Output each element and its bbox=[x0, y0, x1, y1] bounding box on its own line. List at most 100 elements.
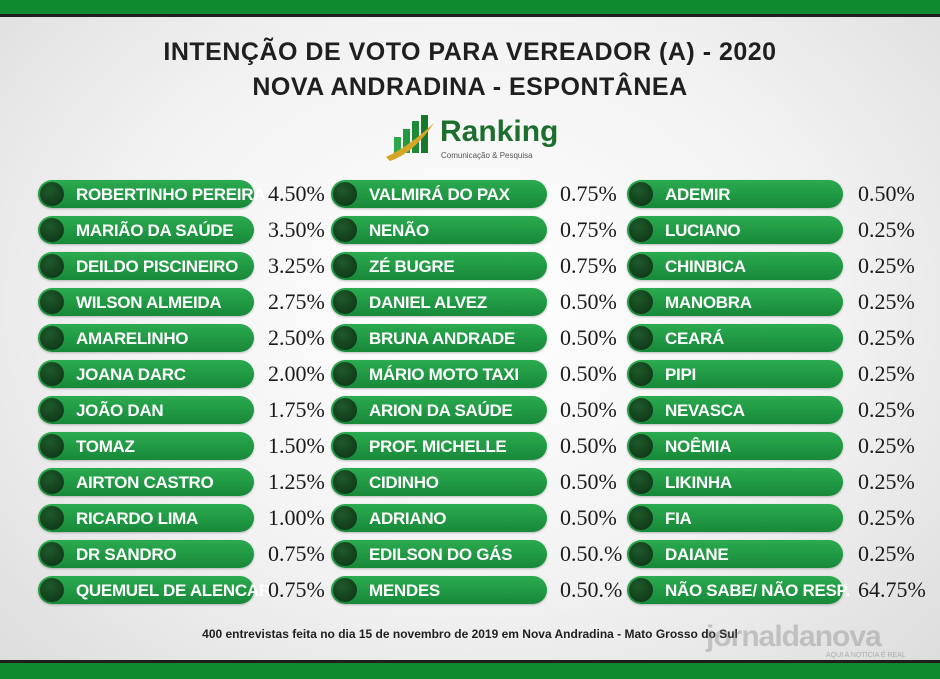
bullet-dot-icon bbox=[333, 506, 357, 530]
bullet-dot-icon bbox=[40, 542, 64, 566]
candidate-pill: PIPI bbox=[627, 360, 843, 388]
bullet-dot-icon bbox=[629, 434, 653, 458]
bullet-dot-icon bbox=[333, 434, 357, 458]
candidate-percentage: 0.25% bbox=[858, 505, 915, 530]
candidate-percentage: 3.25% bbox=[268, 253, 325, 278]
bullet-dot-icon bbox=[40, 362, 64, 386]
bullet-dot-icon bbox=[333, 362, 357, 386]
candidate-pill: MENDES bbox=[331, 576, 547, 604]
bullet-dot-icon bbox=[629, 542, 653, 566]
candidate-name: ARION DA SAÚDE bbox=[369, 401, 513, 420]
candidate-name: WILSON ALMEIDA bbox=[76, 293, 222, 312]
candidate-pill: DR SANDRO bbox=[38, 540, 254, 568]
candidate-name: ADEMIR bbox=[665, 185, 731, 204]
candidate-pill: CHINBICA bbox=[627, 252, 843, 280]
candidate-name: CHINBICA bbox=[665, 257, 746, 276]
candidate-percentage: 0.50% bbox=[560, 361, 617, 386]
candidate-name: AIRTON CASTRO bbox=[76, 473, 214, 492]
bullet-dot-icon bbox=[40, 578, 64, 602]
candidate-name: VALMIRÁ DO PAX bbox=[369, 185, 510, 204]
bullet-dot-icon bbox=[40, 326, 64, 350]
watermark-tagline: AQUI A NOTÍCIA É REAL bbox=[826, 652, 906, 659]
watermark-logo: jornaldanova bbox=[706, 620, 882, 653]
candidate-percentage: 0.50% bbox=[560, 505, 617, 530]
candidate-pill: DEILDO PISCINEIRO bbox=[38, 252, 254, 280]
candidate-pill: BRUNA ANDRADE bbox=[331, 324, 547, 352]
candidate-percentage: 0.75% bbox=[560, 217, 617, 242]
candidate-pill: NOÊMIA bbox=[627, 432, 843, 460]
candidate-percentage: 0.25% bbox=[858, 289, 915, 314]
candidate-pill: MÁRIO MOTO TAXI bbox=[331, 360, 547, 388]
candidate-pill: NENÃO bbox=[331, 216, 547, 244]
candidate-name: MENDES bbox=[369, 581, 440, 600]
candidate-percentage: 0.25% bbox=[858, 541, 915, 566]
candidate-pill: NEVASCA bbox=[627, 396, 843, 424]
bullet-dot-icon bbox=[333, 578, 357, 602]
bullet-dot-icon bbox=[40, 470, 64, 494]
bullet-dot-icon bbox=[629, 362, 653, 386]
bottom-border-bar bbox=[0, 660, 940, 679]
candidate-percentage: 0.25% bbox=[858, 325, 915, 350]
candidate-name: EDILSON DO GÁS bbox=[369, 545, 513, 564]
bullet-dot-icon bbox=[333, 398, 357, 422]
candidate-name: AMARELINHO bbox=[76, 329, 189, 348]
candidate-percentage: 0.75% bbox=[560, 181, 617, 206]
bullet-dot-icon bbox=[333, 290, 357, 314]
candidate-percentage: 0.50% bbox=[560, 469, 617, 494]
candidate-pill: DAIANE bbox=[627, 540, 843, 568]
bullet-dot-icon bbox=[629, 398, 653, 422]
bullet-dot-icon bbox=[629, 470, 653, 494]
candidate-pill: QUEMUEL DE ALENCAR bbox=[38, 576, 271, 604]
candidate-name: CIDINHO bbox=[369, 473, 439, 492]
candidate-percentage: 0.50% bbox=[560, 289, 617, 314]
candidate-name: JOÃO DAN bbox=[76, 401, 164, 420]
bullet-dot-icon bbox=[629, 578, 653, 602]
candidate-pill: WILSON ALMEIDA bbox=[38, 288, 254, 316]
candidate-name: NENÃO bbox=[369, 221, 429, 240]
bullet-dot-icon bbox=[40, 290, 64, 314]
logo-tagline: Comunicação & Pesquisa bbox=[441, 151, 533, 160]
candidate-pill: DANIEL ALVEZ bbox=[331, 288, 547, 316]
candidate-pill: VALMIRÁ DO PAX bbox=[331, 180, 547, 208]
candidate-pill: ZÉ BUGRE bbox=[331, 252, 547, 280]
bullet-dot-icon bbox=[629, 290, 653, 314]
candidate-name: RICARDO LIMA bbox=[76, 509, 198, 528]
candidate-name: QUEMUEL DE ALENCAR bbox=[76, 581, 271, 600]
candidate-percentage: 0.50% bbox=[560, 433, 617, 458]
candidate-percentage: 0.50% bbox=[560, 325, 617, 350]
candidate-percentage: 0.25% bbox=[858, 361, 915, 386]
candidate-pill: NÃO SABE/ NÃO RESP. bbox=[627, 576, 850, 604]
candidate-percentage: 0.25% bbox=[858, 469, 915, 494]
candidate-percentage: 3.50% bbox=[268, 217, 325, 242]
candidate-percentage: 64.75% bbox=[858, 577, 926, 602]
candidate-percentage: 1.50% bbox=[268, 433, 325, 458]
bullet-dot-icon bbox=[333, 542, 357, 566]
bullet-dot-icon bbox=[333, 182, 357, 206]
candidate-pill: MANOBRA bbox=[627, 288, 843, 316]
candidate-pill: FIA bbox=[627, 504, 843, 532]
candidate-name: LUCIANO bbox=[665, 221, 741, 240]
candidate-percentage: 0.50% bbox=[560, 397, 617, 422]
candidate-percentage: 0.50.% bbox=[560, 577, 623, 602]
footer-note: 400 entrevistas feita no dia 15 de novem… bbox=[202, 627, 738, 641]
candidate-pill: RICARDO LIMA bbox=[38, 504, 254, 532]
candidate-name: JOANA DARC bbox=[76, 365, 186, 384]
candidate-name: NOÊMIA bbox=[665, 437, 732, 456]
bullet-dot-icon bbox=[40, 506, 64, 530]
candidate-percentage: 2.50% bbox=[268, 325, 325, 350]
candidate-name: PIPI bbox=[665, 365, 696, 384]
candidate-percentage: 0.50.% bbox=[560, 541, 623, 566]
candidate-name: NEVASCA bbox=[665, 401, 745, 420]
candidate-name: CEARÁ bbox=[665, 329, 724, 348]
candidate-name: DANIEL ALVEZ bbox=[369, 293, 487, 312]
ranking-logo: Ranking Comunicação & Pesquisa bbox=[384, 113, 564, 165]
bullet-dot-icon bbox=[629, 506, 653, 530]
candidate-pill: TOMAZ bbox=[38, 432, 254, 460]
candidate-percentage: 1.75% bbox=[268, 397, 325, 422]
candidate-name: DAIANE bbox=[665, 545, 729, 564]
candidate-name: MANOBRA bbox=[665, 293, 752, 312]
title-line-2: NOVA ANDRADINA - ESPONTÂNEA bbox=[252, 73, 688, 101]
candidate-percentage: 2.00% bbox=[268, 361, 325, 386]
candidate-pill: ROBERTINHO PEREIRA bbox=[38, 180, 265, 208]
top-border-bar bbox=[0, 0, 940, 17]
